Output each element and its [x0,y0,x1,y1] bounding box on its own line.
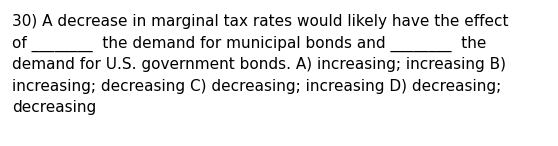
Text: demand for U.S. government bonds. A) increasing; increasing B): demand for U.S. government bonds. A) inc… [12,57,506,72]
Text: of ________  the demand for municipal bonds and ________  the: of ________ the demand for municipal bon… [12,35,487,52]
Text: 30) A decrease in marginal tax rates would likely have the effect: 30) A decrease in marginal tax rates wou… [12,14,508,29]
Text: increasing; decreasing C) decreasing; increasing D) decreasing;: increasing; decreasing C) decreasing; in… [12,79,501,93]
Text: decreasing: decreasing [12,100,96,115]
